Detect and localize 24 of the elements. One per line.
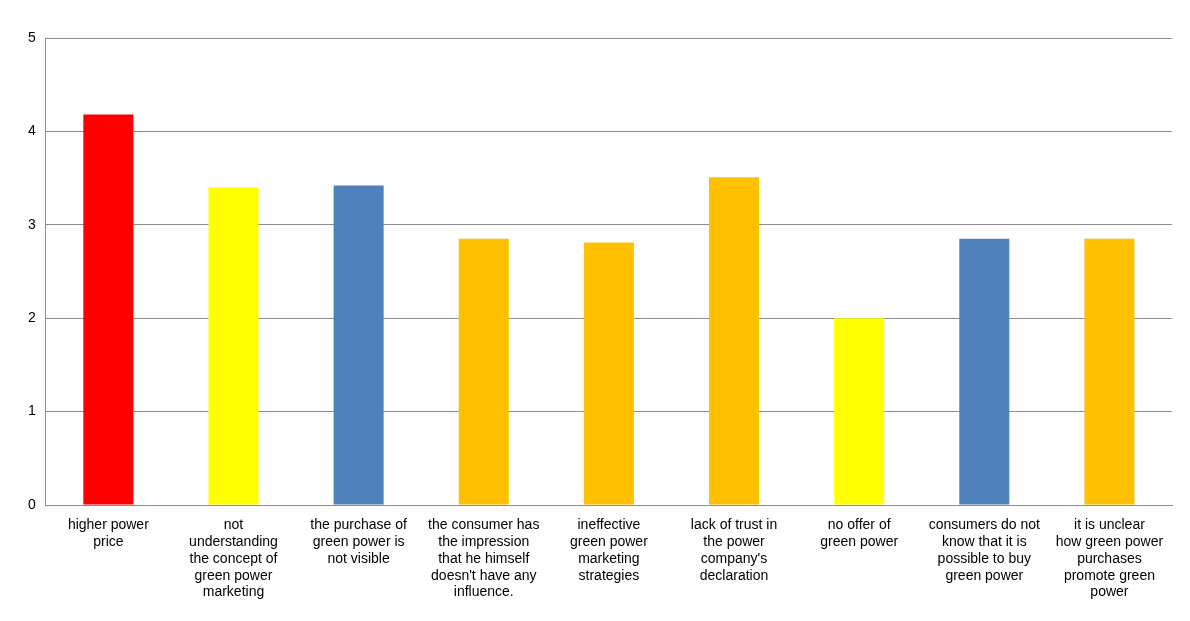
x-tick-label: it is unclear how green power purchases promote green power bbox=[1055, 516, 1164, 600]
bar bbox=[583, 242, 634, 505]
bar bbox=[208, 187, 259, 505]
y-tick-label: 4 bbox=[27, 122, 36, 139]
bar bbox=[959, 238, 1010, 505]
y-tick-label: 3 bbox=[27, 215, 36, 232]
x-tick-label: higher power price bbox=[67, 516, 150, 550]
bar bbox=[458, 238, 509, 505]
bar bbox=[333, 185, 384, 505]
y-tick-label: 0 bbox=[27, 495, 36, 512]
y-tick-label: 5 bbox=[27, 28, 36, 45]
y-tick-label: 2 bbox=[27, 309, 36, 326]
x-tick-label: no offer of green power bbox=[820, 516, 899, 550]
bar bbox=[709, 177, 760, 505]
bar bbox=[83, 114, 134, 505]
x-tick-label: ineffective green power marketing strategies bbox=[569, 516, 649, 583]
x-tick-label: the purchase of green power is not visible bbox=[310, 516, 407, 566]
bar bbox=[1084, 238, 1135, 505]
x-tick-label: the consumer has the impression that he himself doesn't have any influence. bbox=[428, 516, 540, 600]
x-tick-label: not understanding the concept of green power marketing bbox=[189, 516, 278, 600]
x-tick-label: consumers do not know that it is possible to buy green power bbox=[928, 516, 1041, 583]
bar bbox=[834, 318, 885, 505]
x-tick-label: lack of trust in the power company's declaration bbox=[690, 516, 778, 583]
y-tick-label: 1 bbox=[27, 402, 36, 419]
